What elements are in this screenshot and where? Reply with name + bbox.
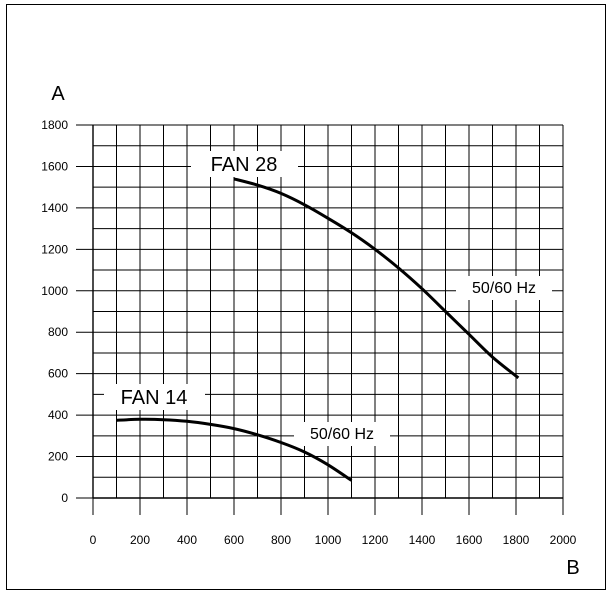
x-tick-labels: 0 200 400 600 800 1000 1200 1400 1600 1800 2000: [90, 498, 577, 547]
y-tick-labels: 0 200 400 600 800 1000 1200 1400 1600 1800: [41, 118, 93, 505]
y-tick-label: 1400: [41, 201, 68, 215]
freq-label-fan-14: 50/60 Hz: [310, 426, 374, 443]
x-tick-label: 800: [271, 533, 291, 547]
x-tick-label: 1600: [456, 533, 483, 547]
y-tick-label: 1600: [41, 159, 68, 173]
series-label-fan-28: FAN 28: [211, 154, 278, 176]
y-tick-label: 0: [61, 491, 68, 505]
y-tick-label: 200: [48, 450, 68, 464]
freq-label-fan-28-group: 50/60 Hz: [456, 276, 552, 300]
x-axis-label: B: [566, 557, 579, 579]
series-layer: [116, 177, 520, 482]
y-tick-label: 1800: [41, 118, 68, 132]
x-tick-label: 1000: [315, 533, 342, 547]
series-label-fan-14: FAN 14: [121, 387, 188, 409]
series-label-fan-28-group: FAN 28: [191, 151, 298, 177]
x-tick-label: 1800: [503, 533, 530, 547]
freq-label-fan-14-group: 50/60 Hz: [294, 422, 390, 446]
series-label-fan-14-group: FAN 14: [104, 384, 205, 410]
series-line-fan-28: [233, 177, 520, 379]
y-tick-label: 400: [48, 408, 68, 422]
x-tick-label: 0: [90, 533, 97, 547]
freq-label-fan-28: 50/60 Hz: [472, 280, 536, 297]
y-tick-label: 600: [48, 367, 68, 381]
y-tick-label: 800: [48, 325, 68, 339]
x-tick-label: 600: [224, 533, 244, 547]
x-tick-label: 2000: [550, 533, 577, 547]
y-tick-label: 1200: [41, 242, 68, 256]
x-tick-label: 200: [130, 533, 150, 547]
x-tick-label: 1200: [362, 533, 389, 547]
y-tick-label: 1000: [41, 284, 68, 298]
y-axis-label: A: [51, 83, 65, 105]
series-line-fan-14: [116, 417, 353, 482]
x-tick-label: 1400: [409, 533, 436, 547]
x-tick-label: 400: [177, 533, 197, 547]
